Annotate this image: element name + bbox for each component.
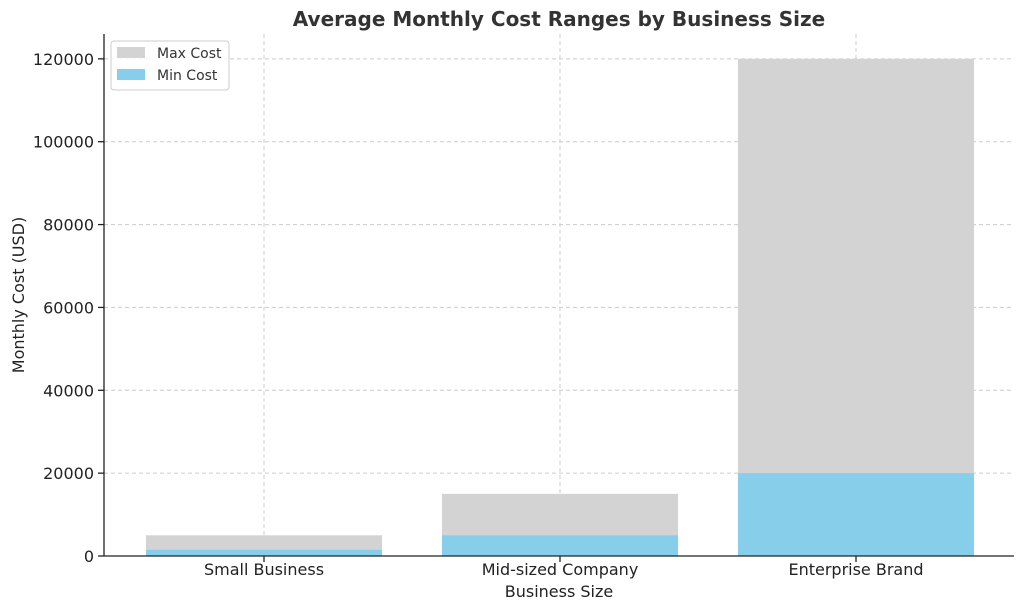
y-tick-label: 80000 <box>43 216 94 235</box>
legend: Max Cost Min Cost <box>110 40 230 91</box>
x-tick-label: Enterprise Brand <box>788 560 923 579</box>
y-tick-label: 40000 <box>43 381 94 400</box>
bars-layer <box>146 58 974 556</box>
legend-label-min-cost: Min Cost <box>157 68 218 84</box>
y-tick-label: 120000 <box>33 50 94 69</box>
bar-min-cost <box>442 535 678 556</box>
bar-min-cost <box>146 549 382 556</box>
y-tick-label: 0 <box>84 547 94 566</box>
y-tick-label: 100000 <box>33 133 94 152</box>
chart-title: Average Monthly Cost Ranges by Business … <box>293 7 825 31</box>
legend-label-max-cost: Max Cost <box>157 46 222 62</box>
bar-min-cost <box>738 473 974 556</box>
legend-swatch-max-cost <box>117 47 145 58</box>
ticks-layer: 0 20000 40000 60000 80000 100000 120000 Small B… <box>33 50 924 579</box>
x-axis-label: Business Size <box>505 582 613 601</box>
y-axis-label: Monthly Cost (USD) <box>9 217 28 373</box>
x-tick-label: Mid-sized Company <box>482 560 639 579</box>
y-tick-label: 60000 <box>43 298 94 317</box>
y-tick-label: 20000 <box>43 464 94 483</box>
legend-swatch-min-cost <box>117 69 145 80</box>
x-tick-label: Small Business <box>204 560 324 579</box>
